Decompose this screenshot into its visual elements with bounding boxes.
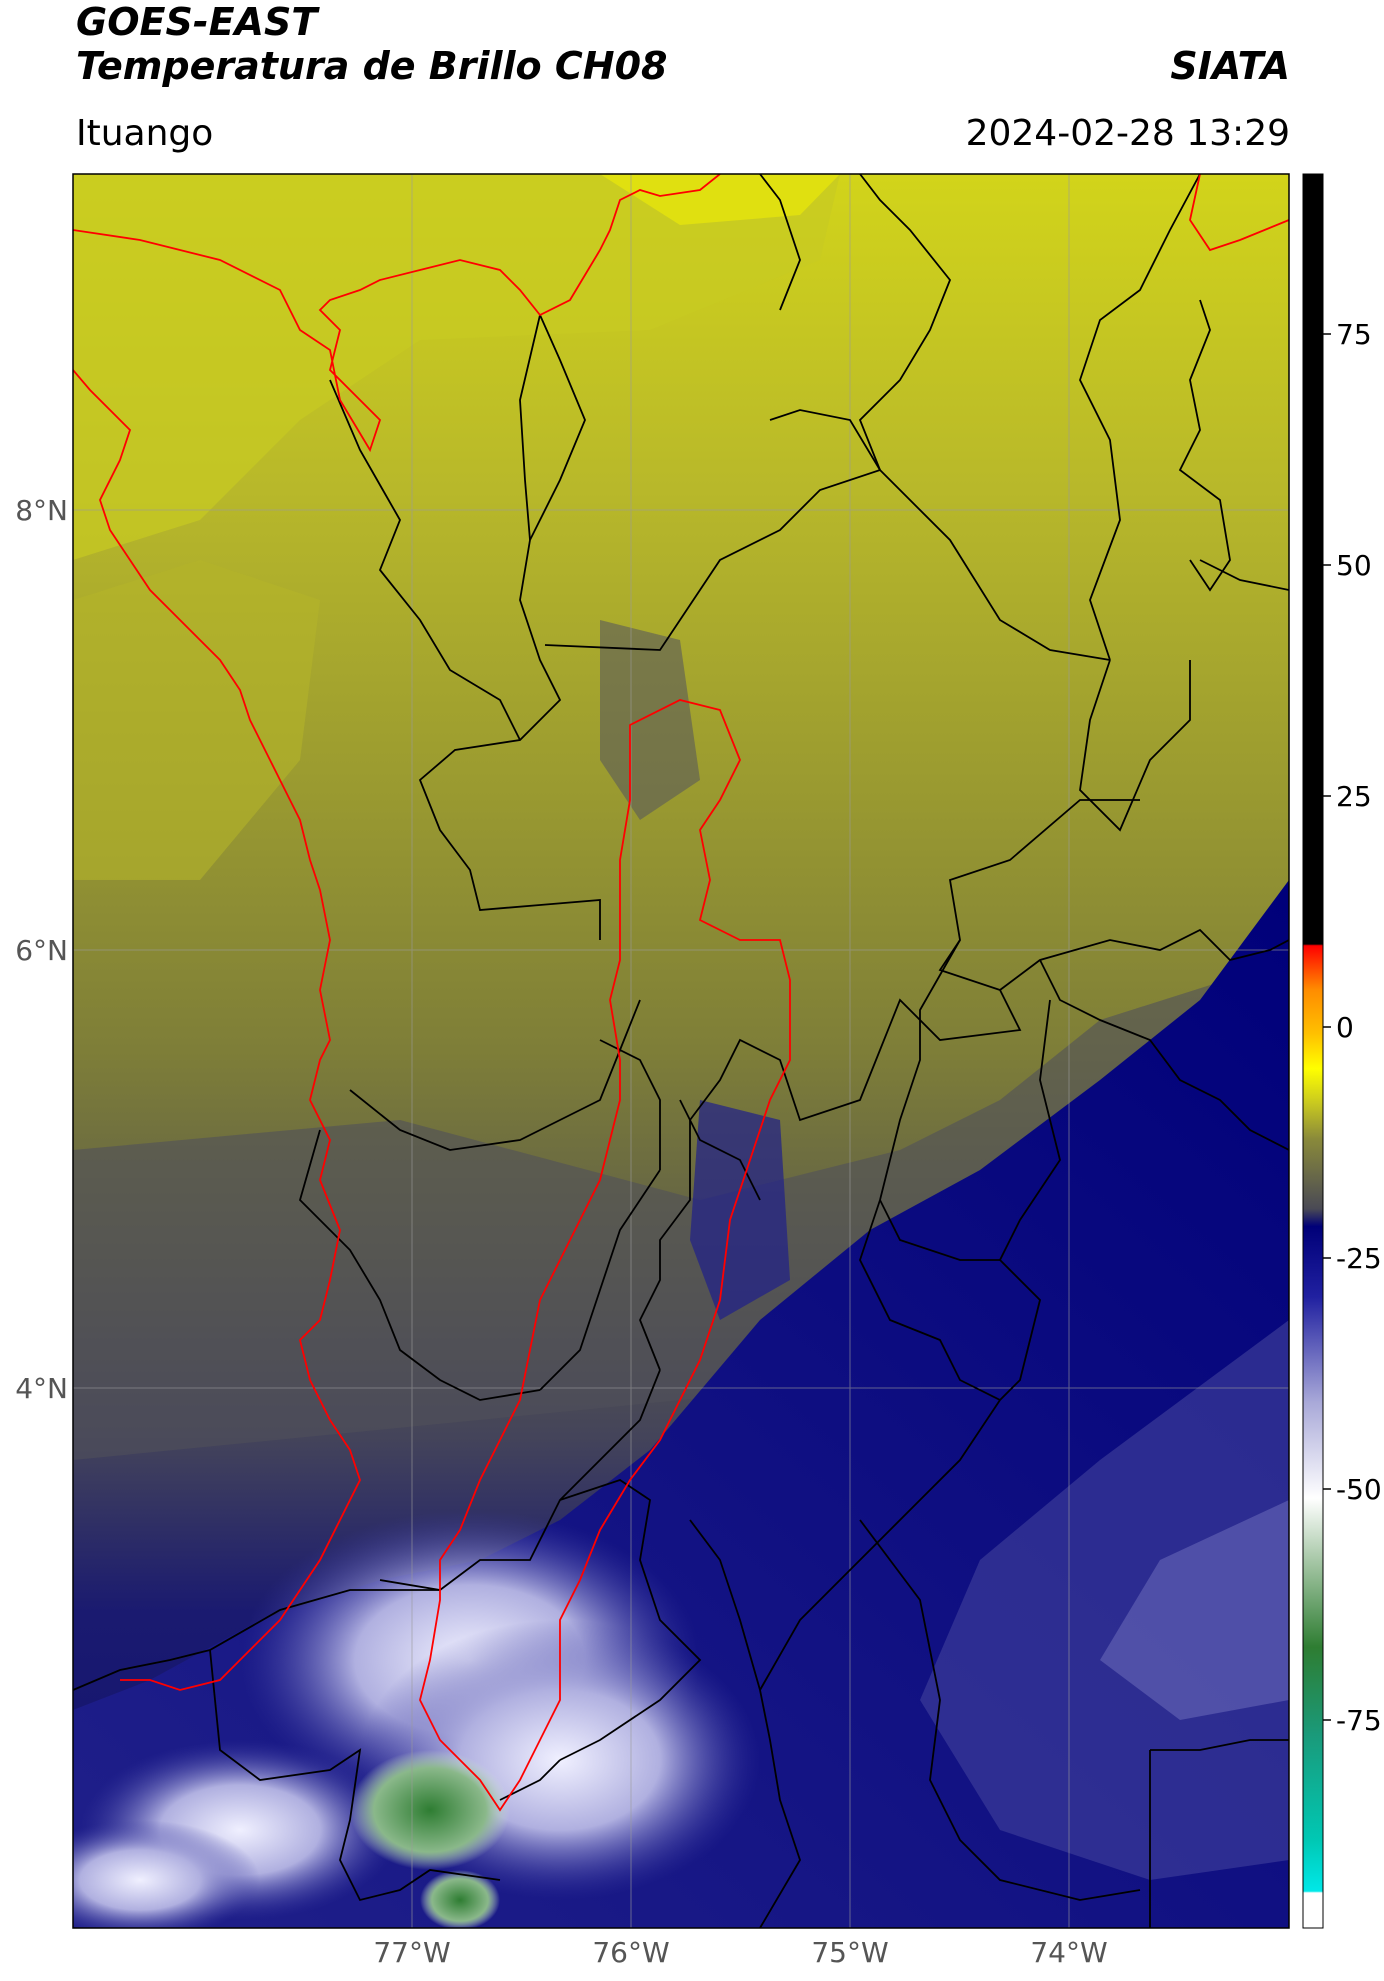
map-frame bbox=[72, 173, 1290, 1929]
coastline-and-basin bbox=[73, 174, 1289, 1812]
lon-label-76w: 76°W bbox=[592, 1936, 669, 1969]
colorbar: 75 50 25 0 -25 -50 -75 bbox=[1302, 173, 1382, 1929]
colorbar-tick-neg75: -75 bbox=[1336, 1704, 1382, 1737]
lat-label-6n: 6°N bbox=[15, 934, 68, 967]
lat-label-8n: 8°N bbox=[15, 494, 68, 527]
colorbar-scale bbox=[1302, 173, 1324, 1929]
colorbar-tick-neg50: -50 bbox=[1336, 1473, 1382, 1506]
colorbar-tick-50: 50 bbox=[1336, 549, 1372, 582]
latitude-labels: 8°N 6°N 4°N bbox=[15, 494, 68, 1405]
graticule bbox=[73, 174, 1289, 1928]
colorbar-tick-75: 75 bbox=[1336, 318, 1372, 351]
product-title: Temperatura de Brillo CH08 bbox=[76, 44, 668, 88]
department-boundaries bbox=[73, 174, 1289, 1928]
lat-label-4n: 4°N bbox=[15, 1372, 68, 1405]
lon-label-77w: 77°W bbox=[373, 1936, 450, 1969]
colorbar-tick-neg25: -25 bbox=[1336, 1242, 1382, 1275]
satellite-title: GOES-EAST bbox=[76, 0, 318, 44]
region-label: Ituango bbox=[76, 113, 214, 154]
colorbar-tick-25: 25 bbox=[1336, 780, 1372, 813]
lon-label-75w: 75°W bbox=[811, 1936, 888, 1969]
brightness-temperature-field bbox=[73, 174, 1289, 1928]
colorbar-tick-0: 0 bbox=[1336, 1011, 1354, 1044]
lon-label-74w: 74°W bbox=[1030, 1936, 1107, 1969]
timestamp-label: 2024-02-28 13:29 bbox=[965, 113, 1290, 154]
longitude-labels: 77°W 76°W 75°W 74°W bbox=[373, 1936, 1107, 1969]
brand-label: SIATA bbox=[1170, 44, 1290, 88]
